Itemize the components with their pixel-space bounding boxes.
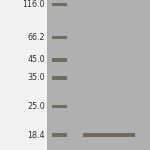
Text: 35.0: 35.0 [27, 74, 45, 82]
Text: 18.4: 18.4 [27, 130, 45, 140]
Bar [52, 36, 67, 39]
Text: 116.0: 116.0 [22, 0, 45, 9]
Text: 25.0: 25.0 [27, 102, 45, 111]
Bar [52, 3, 67, 6]
Bar [52, 58, 67, 62]
Text: 66.2: 66.2 [27, 33, 45, 42]
Text: 45.0: 45.0 [27, 56, 45, 64]
Bar [52, 76, 67, 80]
Bar [52, 133, 67, 137]
Bar [82, 133, 135, 137]
Bar [52, 105, 67, 108]
Bar [46, 0, 150, 150]
Bar [0, 0, 46, 150]
